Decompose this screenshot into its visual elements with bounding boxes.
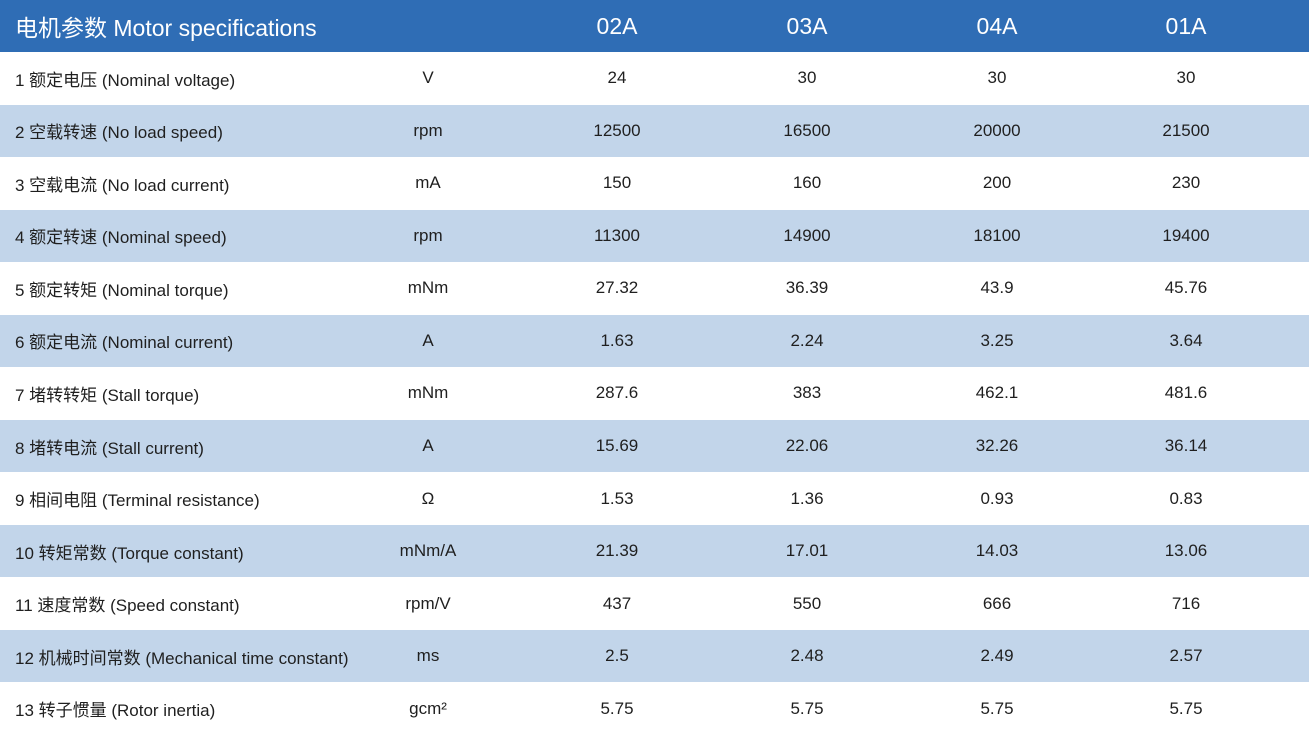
unit: Ω — [421, 488, 435, 508]
value: 287.6 — [595, 383, 639, 403]
header-row: 电机参数 Motor specifications 02A 03A 04A 01A — [0, 0, 1309, 52]
value: 19400 — [1162, 225, 1210, 245]
parameter-label: 7 堵转转矩 (Stall torque) — [15, 385, 200, 405]
value: 3.64 — [1169, 330, 1203, 350]
value: 437 — [602, 593, 632, 613]
value: 5.75 — [790, 698, 824, 718]
value: 666 — [982, 593, 1012, 613]
table-row: 5 额定转矩 (Nominal torque) mNm 27.32 36.39 43.9… — [0, 262, 1309, 315]
value: 550 — [792, 593, 822, 613]
value: 5.75 — [600, 698, 634, 718]
table-row: 9 相间电阻 (Terminal resistance) Ω 1.53 1.36 0.9… — [0, 472, 1309, 525]
value: 5.75 — [1169, 698, 1203, 718]
value: 30 — [797, 68, 817, 88]
value: 0.83 — [1169, 488, 1203, 508]
table-row: 6 额定电流 (Nominal current) A 1.63 2.24 3.25 3.6… — [0, 314, 1309, 368]
value: 14.03 — [975, 541, 1019, 561]
value: 2.57 — [1169, 646, 1203, 666]
table-row: 4 额定转速 (Nominal speed) rpm 11300 14900 18100… — [0, 209, 1309, 263]
unit: rpm — [413, 225, 443, 245]
value: 30 — [987, 68, 1007, 88]
parameter-label: 8 堵转电流 (Stall current) — [15, 438, 204, 458]
parameter-label: 2 空载转速 (No load speed) — [15, 123, 223, 143]
column-header: 04A — [976, 12, 1018, 39]
table-row: 10 转矩常数 (Torque constant) mNm/A 21.39 17.01… — [0, 524, 1309, 578]
table-row: 13 转子惯量 (Rotor inertia) gcm² 5.75 5.75 5.75 5… — [0, 682, 1309, 735]
parameter-label: 5 额定转矩 (Nominal torque) — [15, 280, 229, 300]
value: 45.76 — [1164, 278, 1208, 298]
value: 21.39 — [595, 541, 639, 561]
value: 3.25 — [980, 330, 1014, 350]
value: 14900 — [783, 225, 831, 245]
value: 2.5 — [605, 646, 629, 666]
value: 20000 — [973, 120, 1021, 140]
column-header: 03A — [786, 12, 828, 39]
parameter-label: 13 转子惯量 (Rotor inertia) — [15, 701, 216, 721]
parameter-label: 11 速度常数 (Speed constant) — [15, 596, 240, 616]
value: 2.24 — [790, 330, 824, 350]
unit: ms — [416, 646, 440, 666]
value: 30 — [1176, 68, 1196, 88]
table-row: 7 堵转转矩 (Stall torque) mNm 287.6 383 462.1 481… — [0, 367, 1309, 420]
parameter-label: 10 转矩常数 (Torque constant) — [15, 543, 244, 563]
value: 18100 — [973, 225, 1021, 245]
parameter-label: 9 相间电阻 (Terminal resistance) — [15, 491, 260, 511]
value: 36.14 — [1164, 436, 1208, 456]
value: 22.06 — [785, 436, 829, 456]
table-row: 1 额定电压 (Nominal voltage) V 24 30 30 30 — [0, 52, 1309, 105]
table-row: 3 空载电流 (No load current) mA 150 160 200 230 — [0, 157, 1309, 210]
parameter-label: 3 空载电流 (No load current) — [15, 175, 230, 195]
value: 13.06 — [1164, 541, 1208, 561]
unit: A — [422, 436, 434, 456]
value: 5.75 — [980, 698, 1014, 718]
value: 36.39 — [785, 278, 829, 298]
unit: V — [422, 68, 434, 88]
table-row: 2 空载转速 (No load speed) rpm 12500 16500 20000… — [0, 104, 1309, 158]
value: 383 — [792, 383, 822, 403]
column-header: 02A — [596, 12, 638, 39]
table-row: 12 机械时间常数 (Mechanical time constant) ms 2.… — [0, 629, 1309, 683]
value: 32.26 — [975, 436, 1019, 456]
unit: A — [422, 330, 434, 350]
value: 230 — [1171, 173, 1201, 193]
table-row: 8 堵转电流 (Stall current) A 15.69 22.06 32.26 36… — [0, 419, 1309, 473]
parameter-label: 4 额定转速 (Nominal speed) — [15, 228, 227, 248]
value: 24 — [607, 68, 627, 88]
unit: rpm — [413, 120, 443, 140]
value: 15.69 — [595, 436, 639, 456]
value: 2.49 — [980, 646, 1014, 666]
column-header: 01A — [1165, 12, 1207, 39]
unit: mA — [415, 173, 441, 193]
value: 21500 — [1162, 120, 1210, 140]
value: 0.93 — [980, 488, 1014, 508]
value: 716 — [1171, 593, 1201, 613]
parameter-label: 1 额定电压 (Nominal voltage) — [15, 70, 236, 90]
value: 2.48 — [790, 646, 824, 666]
value: 1.53 — [600, 488, 634, 508]
value: 1.36 — [790, 488, 824, 508]
value: 150 — [602, 173, 632, 193]
value: 481.6 — [1164, 383, 1208, 403]
value: 27.32 — [595, 278, 639, 298]
table-title: 电机参数 Motor specifications — [15, 15, 317, 41]
parameter-label: 6 额定电流 (Nominal current) — [15, 333, 234, 353]
value: 462.1 — [975, 383, 1019, 403]
value: 1.63 — [600, 330, 634, 350]
parameter-label: 12 机械时间常数 (Mechanical time constant) — [15, 648, 349, 668]
value: 200 — [982, 173, 1012, 193]
value: 12500 — [593, 120, 641, 140]
value: 43.9 — [980, 278, 1014, 298]
value: 16500 — [783, 120, 831, 140]
unit: rpm/V — [405, 593, 451, 613]
value: 17.01 — [785, 541, 829, 561]
unit: mNm/A — [399, 541, 457, 561]
unit: mNm — [407, 383, 449, 403]
table-row: 11 速度常数 (Speed constant) rpm/V 437 550 666 71… — [0, 577, 1309, 630]
value: 160 — [792, 173, 822, 193]
unit: gcm² — [409, 698, 447, 718]
unit: mNm — [407, 278, 449, 298]
value: 11300 — [593, 225, 640, 245]
